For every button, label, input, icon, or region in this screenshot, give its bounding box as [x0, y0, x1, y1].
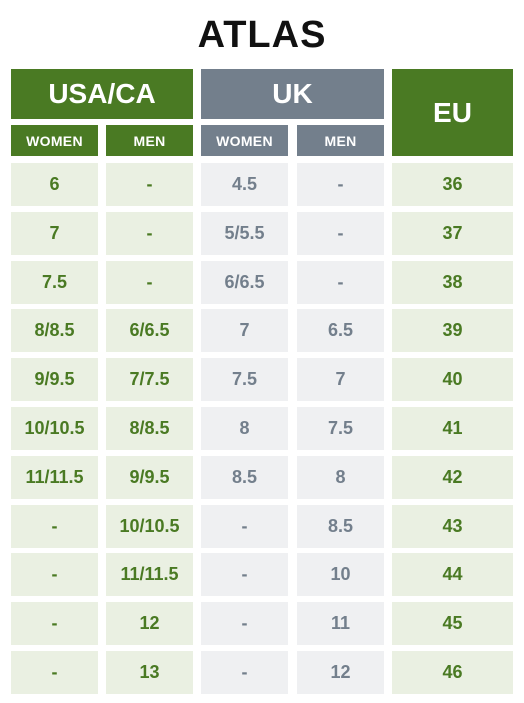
eu-cell: 45	[392, 602, 513, 645]
uk-header: UK	[201, 69, 384, 119]
usa-women-cell: 9/9.5	[11, 358, 98, 401]
usa-women-cell: 11/11.5	[11, 456, 98, 499]
usa-women-cell: -	[11, 651, 98, 694]
uk-men-cell: 6.5	[297, 309, 384, 352]
uk-women-cell: 8	[201, 407, 288, 450]
uk-women-cell: 5/5.5	[201, 212, 288, 255]
uk-men-cell: -	[297, 212, 384, 255]
usa-men-cell: 10/10.5	[106, 505, 193, 548]
eu-header: EU	[392, 69, 513, 156]
usa-men-cell: 8/8.5	[106, 407, 193, 450]
eu-cell: 44	[392, 553, 513, 596]
uk-men-cell: -	[297, 261, 384, 304]
usa-men-cell: -	[106, 261, 193, 304]
eu-cell: 41	[392, 407, 513, 450]
usa-women-cell: 7	[11, 212, 98, 255]
usa-men-cell: 7/7.5	[106, 358, 193, 401]
uk-women-cell: 7	[201, 309, 288, 352]
uk-men-header: MEN	[297, 125, 384, 156]
uk-women-cell: -	[201, 505, 288, 548]
uk-men-cell: 8.5	[297, 505, 384, 548]
uk-men-cell: -	[297, 163, 384, 206]
usa-women-cell: 7.5	[11, 261, 98, 304]
usa-women-cell: 10/10.5	[11, 407, 98, 450]
uk-women-cell: 7.5	[201, 358, 288, 401]
usa-men-cell: 13	[106, 651, 193, 694]
uk-women-cell: 6/6.5	[201, 261, 288, 304]
usa-men-cell: 12	[106, 602, 193, 645]
eu-cell: 43	[392, 505, 513, 548]
usa-men-cell: 6/6.5	[106, 309, 193, 352]
eu-cell: 42	[392, 456, 513, 499]
usa-women-header: WOMEN	[11, 125, 98, 156]
usa-men-header: MEN	[106, 125, 193, 156]
uk-men-cell: 11	[297, 602, 384, 645]
usa-men-cell: 11/11.5	[106, 553, 193, 596]
uk-women-cell: -	[201, 553, 288, 596]
eu-cell: 36	[392, 163, 513, 206]
usa-women-cell: -	[11, 553, 98, 596]
usa-women-cell: 8/8.5	[11, 309, 98, 352]
uk-men-cell: 12	[297, 651, 384, 694]
usa-women-cell: 6	[11, 163, 98, 206]
eu-cell: 39	[392, 309, 513, 352]
uk-men-cell: 7	[297, 358, 384, 401]
uk-women-header: WOMEN	[201, 125, 288, 156]
usa-men-cell: -	[106, 212, 193, 255]
uk-men-cell: 7.5	[297, 407, 384, 450]
usa-men-cell: -	[106, 163, 193, 206]
uk-men-cell: 8	[297, 456, 384, 499]
eu-cell: 38	[392, 261, 513, 304]
usa-ca-header: USA/CA	[11, 69, 193, 119]
eu-cell: 40	[392, 358, 513, 401]
page-title: ATLAS	[197, 14, 327, 56]
uk-women-cell: 4.5	[201, 163, 288, 206]
usa-women-cell: -	[11, 602, 98, 645]
usa-women-cell: -	[11, 505, 98, 548]
uk-women-cell: -	[201, 651, 288, 694]
uk-women-cell: 8.5	[201, 456, 288, 499]
eu-cell: 46	[392, 651, 513, 694]
usa-men-cell: 9/9.5	[106, 456, 193, 499]
eu-cell: 37	[392, 212, 513, 255]
uk-men-cell: 10	[297, 553, 384, 596]
uk-women-cell: -	[201, 602, 288, 645]
